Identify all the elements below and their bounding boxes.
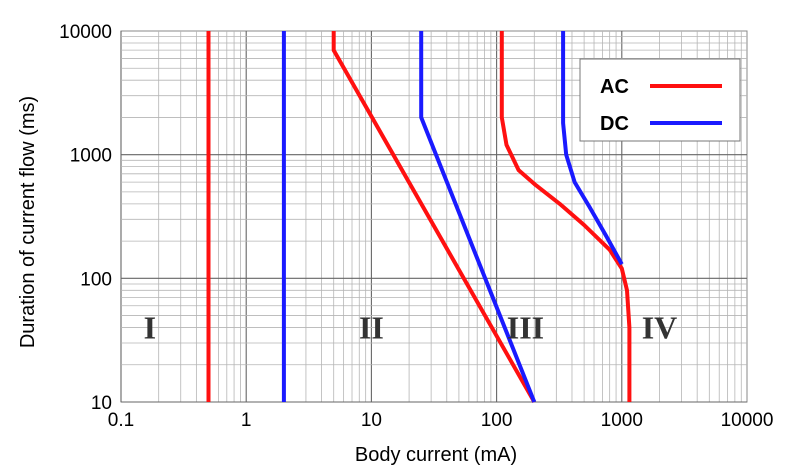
- region-label: IV: [642, 310, 678, 346]
- x-axis-label: Body current (mA): [355, 444, 517, 466]
- legend-label-ac: AC: [600, 76, 629, 98]
- x-tick-label: 10: [361, 410, 382, 431]
- region-label: I: [144, 310, 156, 346]
- region-label: III: [507, 310, 544, 346]
- legend-label-dc: DC: [600, 113, 629, 135]
- series-line-ac-b: [331, 31, 537, 403]
- y-tick-label: 10000: [59, 22, 112, 43]
- series-group: [206, 31, 632, 403]
- tick-labels: 0.1 1 10 100 1000 10000 10 100 1000 10000: [59, 22, 773, 431]
- x-tick-label: 1: [241, 410, 252, 431]
- x-tick-label: 100: [481, 410, 513, 431]
- series-line-dc-c: [561, 31, 624, 266]
- y-tick-label: 100: [80, 269, 112, 290]
- x-tick-label: 0.1: [108, 410, 134, 431]
- series-line-dc-b: [419, 31, 537, 403]
- region-label: II: [359, 310, 384, 346]
- legend-box: [579, 58, 741, 142]
- y-axis-label: Duration of current flow (ms): [17, 96, 39, 348]
- region-labels: I II III IV: [144, 310, 678, 346]
- series-line-ac-c: [499, 31, 632, 402]
- y-tick-label: 10: [91, 393, 112, 414]
- x-tick-label: 1000: [601, 410, 643, 431]
- grid: [120, 31, 747, 403]
- legend: AC DC: [579, 58, 741, 142]
- y-tick-label: 1000: [70, 146, 112, 167]
- x-tick-label: 10000: [721, 410, 774, 431]
